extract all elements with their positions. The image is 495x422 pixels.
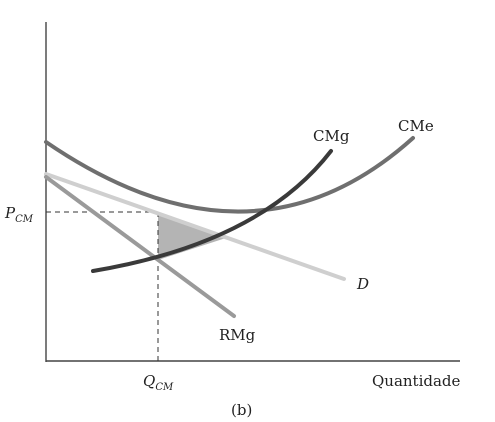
deadweight-loss-triangle (158, 212, 229, 260)
quantity-label-sub: CM (155, 382, 174, 393)
rmg-label: RMg (219, 326, 256, 344)
price-label-sub: CM (15, 214, 34, 225)
price-label: PCM (4, 204, 34, 225)
demand-curve (44, 172, 346, 281)
demand-label: D (356, 275, 369, 293)
quantity-label-main: Q (143, 372, 155, 390)
marginal-cost-curve (91, 149, 333, 273)
x-axis-label: Quantidade (372, 372, 461, 390)
cme-label: CMe (398, 117, 434, 135)
price-label-main: P (4, 204, 16, 222)
quantity-label: QCM (143, 372, 174, 393)
cmg-label: CMg (313, 127, 350, 145)
panel-label: (b) (231, 401, 252, 419)
average-cost-curve (44, 136, 415, 214)
marginal-revenue-curve (44, 175, 236, 318)
